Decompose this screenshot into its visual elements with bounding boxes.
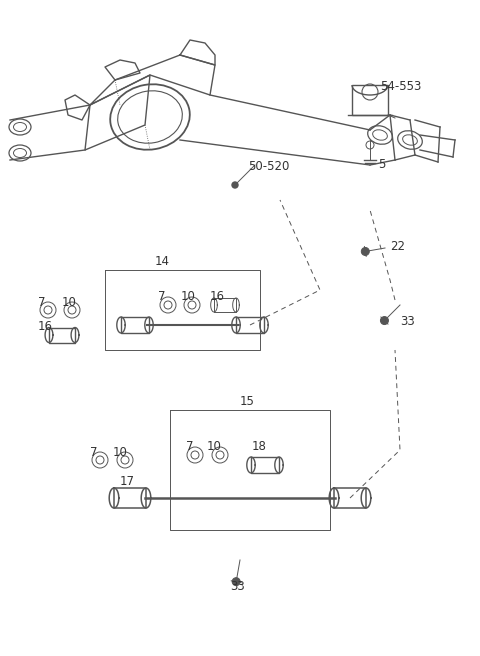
Circle shape	[232, 182, 238, 188]
Text: 14: 14	[155, 255, 170, 268]
Text: 10: 10	[207, 440, 222, 453]
Text: 54-553: 54-553	[380, 80, 421, 93]
Text: 7: 7	[186, 440, 193, 453]
Text: 10: 10	[113, 446, 128, 459]
Text: 17: 17	[120, 475, 135, 488]
Text: 10: 10	[181, 290, 196, 303]
Circle shape	[361, 247, 369, 255]
Text: 33: 33	[400, 315, 415, 328]
Text: 10: 10	[62, 296, 77, 309]
Circle shape	[381, 317, 388, 325]
Text: 16: 16	[38, 320, 53, 333]
Circle shape	[232, 578, 240, 586]
Text: 16: 16	[210, 290, 225, 303]
Text: 33: 33	[230, 580, 245, 593]
Text: 5: 5	[378, 158, 385, 171]
Text: 18: 18	[252, 440, 267, 453]
Text: 15: 15	[240, 395, 255, 408]
Text: 50-520: 50-520	[248, 160, 289, 173]
Text: 7: 7	[158, 290, 166, 303]
Bar	[352, 85, 388, 115]
Text: 7: 7	[90, 446, 97, 459]
Text: 7: 7	[38, 296, 46, 309]
Text: 22: 22	[390, 240, 405, 253]
